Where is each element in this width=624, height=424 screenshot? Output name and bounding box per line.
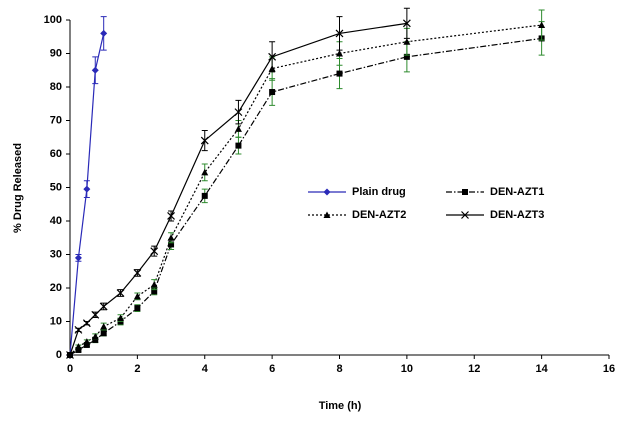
marker xyxy=(74,254,82,262)
legend-label: DEN-AZT1 xyxy=(490,186,544,198)
marker xyxy=(402,19,411,28)
marker xyxy=(74,343,82,350)
y-tick-label: 10 xyxy=(50,315,62,327)
y-tick-label: 20 xyxy=(50,282,62,294)
y-tick-label: 100 xyxy=(44,14,62,26)
marker xyxy=(91,310,100,319)
marker xyxy=(167,234,175,241)
x-axis-title: Time (h) xyxy=(319,400,362,412)
series-line xyxy=(69,37,542,356)
marker xyxy=(133,292,141,300)
marker xyxy=(74,325,83,334)
legend-marker xyxy=(323,211,331,218)
marker xyxy=(91,66,99,74)
legend-label: DEN-AZT2 xyxy=(352,209,406,221)
marker xyxy=(134,305,141,312)
x-tick-label: 8 xyxy=(336,363,342,375)
marker xyxy=(201,192,208,199)
marker xyxy=(336,50,343,57)
legend-marker xyxy=(461,211,469,219)
y-tick-label: 70 xyxy=(50,114,62,126)
x-tick-label: 0 xyxy=(67,363,73,375)
marker xyxy=(538,21,546,29)
x-tick-label: 16 xyxy=(603,363,615,375)
x-tick-label: 6 xyxy=(269,363,275,375)
marker xyxy=(92,336,99,343)
marker xyxy=(151,288,158,295)
marker xyxy=(234,125,242,132)
y-tick-label: 50 xyxy=(50,181,62,193)
marker xyxy=(116,289,125,297)
marker xyxy=(100,29,108,37)
y-tick-label: 0 xyxy=(56,349,62,361)
marker xyxy=(201,168,209,176)
marker xyxy=(99,302,108,311)
x-tick-label: 10 xyxy=(401,363,413,375)
marker xyxy=(83,185,91,193)
y-axis-title: % Drug Released xyxy=(12,143,24,233)
marker xyxy=(100,330,107,337)
legend-label: Plain drug xyxy=(352,186,406,198)
marker xyxy=(83,341,90,348)
y-tick-label: 30 xyxy=(50,248,62,260)
marker xyxy=(234,108,243,117)
marker xyxy=(83,338,91,345)
marker xyxy=(269,89,276,96)
legend-marker xyxy=(323,188,331,196)
y-tick-label: 60 xyxy=(50,148,62,160)
marker xyxy=(133,269,142,277)
y-tick-label: 40 xyxy=(50,215,62,227)
marker xyxy=(91,333,99,340)
marker xyxy=(403,38,411,45)
marker xyxy=(335,29,344,38)
marker xyxy=(336,70,343,77)
marker xyxy=(150,281,158,288)
marker xyxy=(403,53,410,60)
x-tick-label: 14 xyxy=(536,363,549,375)
x-tick-label: 4 xyxy=(202,363,209,375)
marker xyxy=(100,323,108,330)
marker xyxy=(167,212,175,220)
marker xyxy=(200,136,209,145)
legend-marker xyxy=(462,189,468,195)
marker xyxy=(150,247,159,256)
x-tick-label: 2 xyxy=(134,363,140,375)
marker xyxy=(168,241,175,248)
y-tick-label: 90 xyxy=(50,47,62,59)
marker xyxy=(75,346,82,353)
marker xyxy=(82,319,91,328)
marker xyxy=(66,351,74,359)
marker xyxy=(117,314,125,322)
marker xyxy=(235,142,242,149)
legend-label: DEN-AZT3 xyxy=(490,209,544,221)
y-tick-label: 80 xyxy=(50,81,62,93)
marker xyxy=(268,52,277,61)
x-tick-label: 12 xyxy=(468,363,480,375)
